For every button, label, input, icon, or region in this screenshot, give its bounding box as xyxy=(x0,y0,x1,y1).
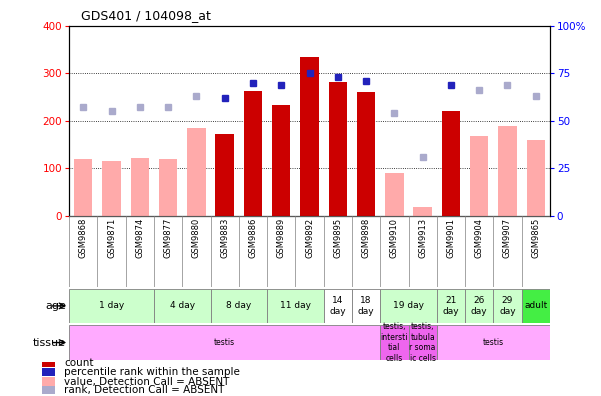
Bar xyxy=(409,325,437,360)
Text: GSM9886: GSM9886 xyxy=(248,218,257,258)
Text: GSM9865: GSM9865 xyxy=(531,218,540,258)
Text: adult: adult xyxy=(524,301,548,310)
Bar xyxy=(244,91,262,216)
Bar xyxy=(187,128,206,216)
Bar xyxy=(210,289,267,323)
Text: GSM9892: GSM9892 xyxy=(305,218,314,258)
Bar xyxy=(522,289,550,323)
Bar xyxy=(380,325,409,360)
Bar xyxy=(69,325,380,360)
Bar xyxy=(470,136,489,216)
Bar xyxy=(352,289,380,323)
Text: 8 day: 8 day xyxy=(226,301,251,310)
Bar xyxy=(300,57,319,216)
Text: 19 day: 19 day xyxy=(393,301,424,310)
Bar xyxy=(42,386,55,394)
Bar xyxy=(413,207,432,216)
Text: GSM9910: GSM9910 xyxy=(390,218,399,258)
Text: GSM9880: GSM9880 xyxy=(192,218,201,258)
Bar xyxy=(216,134,234,216)
Text: 1 day: 1 day xyxy=(99,301,124,310)
Text: GSM9868: GSM9868 xyxy=(79,218,88,258)
Bar xyxy=(498,126,517,216)
Text: GSM9901: GSM9901 xyxy=(447,218,456,258)
Bar xyxy=(357,92,375,216)
Bar xyxy=(102,161,121,216)
Bar xyxy=(442,111,460,216)
Text: 4 day: 4 day xyxy=(169,301,195,310)
Text: testis: testis xyxy=(214,338,235,347)
Text: 11 day: 11 day xyxy=(280,301,311,310)
Text: GSM9904: GSM9904 xyxy=(475,218,484,258)
Bar xyxy=(69,289,154,323)
Text: GSM9871: GSM9871 xyxy=(107,218,116,258)
Text: 21
day: 21 day xyxy=(442,296,459,316)
Bar xyxy=(42,377,55,386)
Bar xyxy=(465,289,493,323)
Bar xyxy=(437,325,550,360)
Text: age: age xyxy=(45,301,66,311)
Text: testis,
tubula
r soma
ic cells: testis, tubula r soma ic cells xyxy=(409,322,436,363)
Text: GSM9898: GSM9898 xyxy=(362,218,371,258)
Text: GSM9883: GSM9883 xyxy=(220,218,229,258)
Bar xyxy=(42,359,55,367)
Text: percentile rank within the sample: percentile rank within the sample xyxy=(64,367,240,377)
Bar xyxy=(267,289,324,323)
Text: GSM9877: GSM9877 xyxy=(163,218,172,258)
Bar xyxy=(493,289,522,323)
Text: GSM9889: GSM9889 xyxy=(276,218,285,258)
Bar xyxy=(329,82,347,216)
Bar xyxy=(159,159,177,216)
Bar xyxy=(385,173,403,216)
Text: 14
day: 14 day xyxy=(329,296,346,316)
Text: testis,
intersti
tial
cells: testis, intersti tial cells xyxy=(380,322,408,363)
Bar xyxy=(272,105,290,216)
Bar xyxy=(154,289,210,323)
Bar xyxy=(42,368,55,377)
Bar xyxy=(130,158,149,216)
Bar xyxy=(74,159,93,216)
Bar xyxy=(437,289,465,323)
Text: GSM9895: GSM9895 xyxy=(334,218,343,258)
Text: 26
day: 26 day xyxy=(471,296,487,316)
Text: 18
day: 18 day xyxy=(358,296,374,316)
Text: count: count xyxy=(64,358,94,368)
Text: GDS401 / 104098_at: GDS401 / 104098_at xyxy=(81,9,211,22)
Text: tissue: tissue xyxy=(33,337,66,348)
Bar xyxy=(380,289,437,323)
Text: GSM9907: GSM9907 xyxy=(503,218,512,258)
Text: value, Detection Call = ABSENT: value, Detection Call = ABSENT xyxy=(64,377,230,386)
Text: 29
day: 29 day xyxy=(499,296,516,316)
Bar xyxy=(324,289,352,323)
Text: rank, Detection Call = ABSENT: rank, Detection Call = ABSENT xyxy=(64,385,225,395)
Text: testis: testis xyxy=(483,338,504,347)
Bar xyxy=(526,140,545,216)
Text: GSM9874: GSM9874 xyxy=(135,218,144,258)
Text: GSM9913: GSM9913 xyxy=(418,218,427,258)
